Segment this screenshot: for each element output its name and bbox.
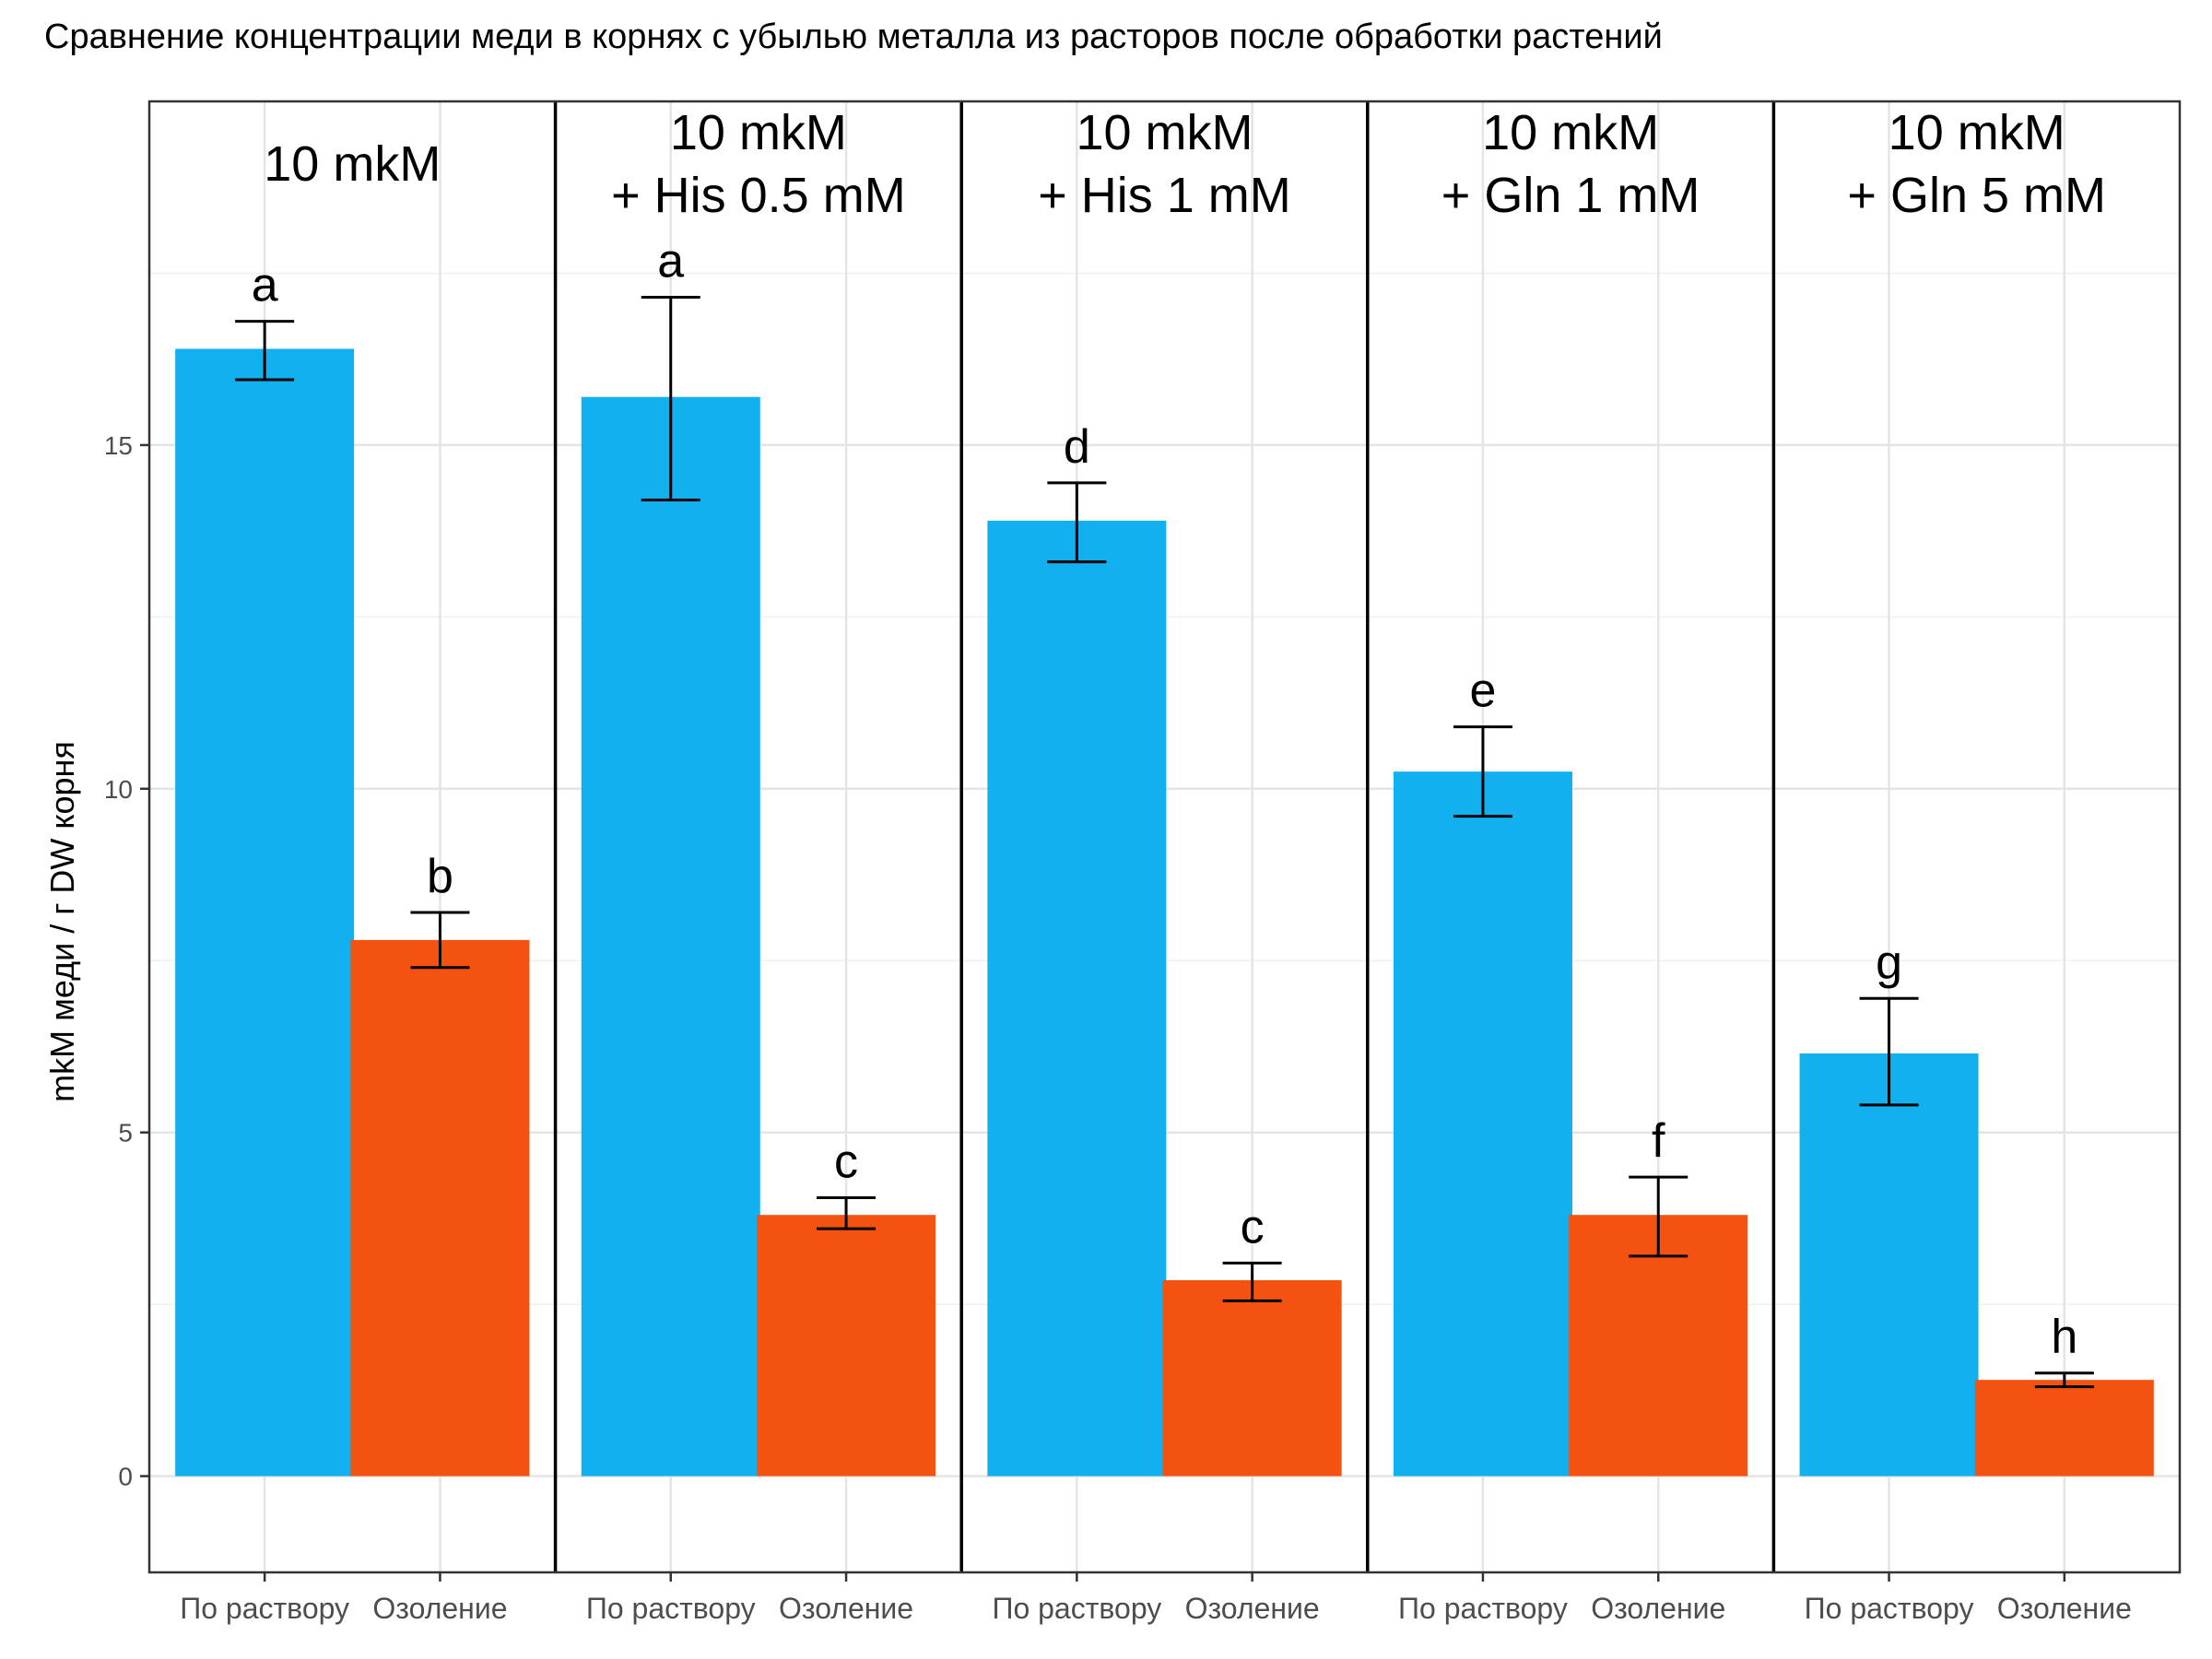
bar: [1393, 771, 1572, 1477]
y-tick-label: 10: [104, 775, 133, 804]
bar: [1974, 1380, 2154, 1477]
x-tick-label: По раствору: [1805, 1592, 1974, 1625]
y-tick-label: 15: [104, 431, 133, 460]
facet-label: + Gln 1 mM: [1441, 168, 1700, 223]
x-tick-label: По раствору: [180, 1592, 349, 1625]
significance-letter: h: [2051, 1311, 2077, 1364]
bar: [350, 939, 530, 1477]
x-tick-label: По раствору: [586, 1592, 756, 1625]
bar: [1569, 1215, 1748, 1477]
significance-letter: a: [657, 235, 684, 288]
significance-letter: g: [1876, 935, 1902, 989]
x-tick-label: По раствору: [1398, 1592, 1568, 1625]
x-tick-label: Озоление: [1185, 1592, 1320, 1625]
y-tick-label: 0: [118, 1463, 133, 1491]
significance-letter: e: [1469, 665, 1496, 718]
y-tick-label: 5: [118, 1119, 133, 1147]
bars: [175, 348, 2154, 1477]
bar: [175, 348, 355, 1477]
facet-labels: 10 mkM 10 mkM + His 0.5 mM 10 mkM + His 1 mM…: [264, 105, 2106, 223]
axes: По раствору Озоление По раствору Озоление По…: [104, 100, 2182, 1625]
facet-label: + His 0.5 mM: [611, 168, 906, 223]
facet-label: 10 mkM: [670, 105, 847, 160]
bar: [1162, 1280, 1342, 1477]
facet-label: 10 mkM: [1076, 105, 1253, 160]
chart-title: Сравнение концентрации меди в корнях с у…: [44, 18, 1663, 56]
bar: [1799, 1053, 1979, 1477]
bar: [987, 520, 1167, 1477]
facet-label: + His 1 mM: [1038, 168, 1291, 223]
x-tick-label: Озоление: [1997, 1592, 2132, 1625]
significance-letter: a: [252, 259, 278, 312]
bar: [581, 396, 760, 1477]
significance-letter: b: [427, 850, 453, 903]
x-tick-label: Озоление: [779, 1592, 913, 1625]
facet-label: 10 mkM: [1482, 105, 1659, 160]
x-tick-label: По раствору: [992, 1592, 1161, 1625]
significance-letter: c: [1241, 1200, 1265, 1253]
error-bars: [235, 296, 2094, 1389]
bar: [757, 1215, 936, 1477]
significance-letter: d: [1064, 420, 1090, 474]
significance-letter: c: [834, 1135, 858, 1189]
plot-border: [147, 100, 2182, 1574]
significance-letters: a b a c d c e f g h: [252, 235, 2078, 1364]
x-tick-label: Озоление: [372, 1592, 507, 1625]
facet-label: 10 mkM: [1888, 105, 2065, 160]
facet-label: + Gln 5 mM: [1847, 168, 2106, 223]
y-axis-label: mkM меди / г DW корня: [43, 741, 81, 1102]
significance-letter: f: [1652, 1114, 1665, 1168]
facet-label: 10 mkM: [264, 136, 441, 192]
x-tick-label: Озоление: [1591, 1592, 1725, 1625]
